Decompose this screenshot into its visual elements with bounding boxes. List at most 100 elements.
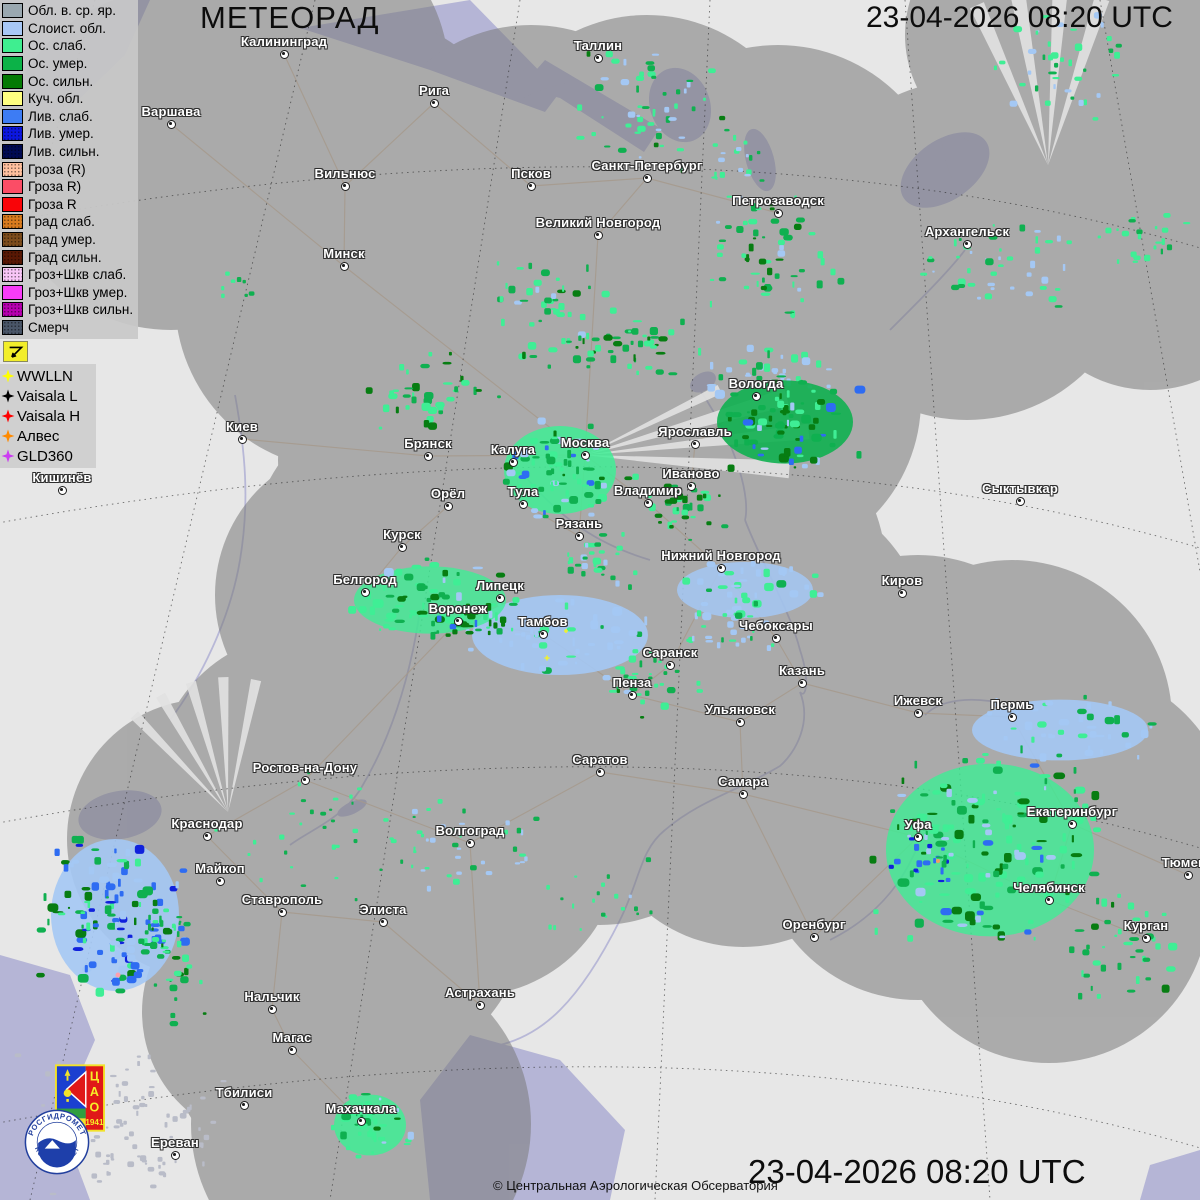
precip-echo <box>671 520 678 523</box>
precip-echo <box>126 975 137 984</box>
precip-echo <box>985 873 991 878</box>
precip-echo <box>361 1111 367 1114</box>
city-marker-icon <box>1183 870 1193 880</box>
precip-echo <box>557 289 566 294</box>
precip-echo <box>747 615 754 618</box>
precip-echo <box>774 396 780 402</box>
precip-echo <box>941 860 947 868</box>
precip-echo <box>576 135 585 140</box>
precip-echo <box>1013 705 1019 714</box>
precip-echo <box>641 106 650 109</box>
city-label: Ереван <box>151 1135 199 1150</box>
precip-echo <box>722 613 728 617</box>
precip-echo <box>586 459 590 462</box>
precip-echo <box>767 350 770 359</box>
precip-echo <box>150 1069 156 1073</box>
precip-echo <box>637 116 644 123</box>
precip-echo <box>220 1079 227 1083</box>
precip-echo <box>940 907 953 916</box>
precip-echo <box>820 257 825 266</box>
precip-echo <box>1114 934 1118 937</box>
legend-color-chip <box>2 179 23 195</box>
precip-echo <box>540 269 550 277</box>
precip-echo <box>674 492 684 500</box>
precip-echo <box>411 564 422 569</box>
lightning-cross-icon <box>1 389 15 403</box>
precip-echo <box>632 649 639 654</box>
precip-echo <box>1050 52 1059 59</box>
precip-echo <box>744 173 751 177</box>
precip-echo <box>446 396 455 402</box>
precip-echo <box>951 906 963 915</box>
precip-echo <box>610 355 617 364</box>
precip-echo <box>996 808 1002 811</box>
precip-area-tambov-strat <box>472 595 648 675</box>
precip-echo <box>568 557 574 564</box>
city-marker-icon <box>170 1150 180 1160</box>
precip-echo <box>914 918 924 928</box>
legend-row: Ос. умер. <box>2 55 138 73</box>
precip-echo <box>436 832 440 836</box>
precip-echo <box>1014 849 1020 856</box>
precip-echo <box>134 858 141 867</box>
precip-echo <box>364 577 370 585</box>
precip-echo <box>144 1162 148 1165</box>
precip-echo <box>512 846 518 852</box>
precip-echo <box>681 515 690 520</box>
precip-echo <box>389 390 394 396</box>
legend-row: Слоист. обл. <box>2 20 138 38</box>
precip-echo <box>132 1144 138 1150</box>
precip-echo <box>648 650 652 658</box>
precip-echo <box>1154 225 1158 230</box>
precip-echo <box>770 643 775 647</box>
precip-echo <box>445 607 455 611</box>
city-marker-icon <box>215 876 225 886</box>
precip-echo <box>976 296 982 300</box>
city-marker-icon <box>643 498 653 508</box>
precip-echo <box>131 900 139 908</box>
special-marks-layer <box>115 619 940 978</box>
precip-echo <box>746 254 750 263</box>
precip-echo <box>1155 925 1163 930</box>
legend-label: Ос. слаб. <box>28 38 87 54</box>
precip-echo <box>1044 100 1051 106</box>
precip-echo <box>110 1158 115 1161</box>
precip-echo <box>1017 812 1024 815</box>
precip-echo <box>549 438 560 444</box>
legend-label: Град умер. <box>28 232 96 248</box>
precip-echo <box>127 1161 135 1168</box>
precip-echo <box>411 808 418 815</box>
city-label: Майкоп <box>195 861 245 876</box>
precip-echo <box>777 239 785 246</box>
precip-echo <box>743 140 748 145</box>
precip-echo <box>779 409 791 414</box>
precip-echo <box>655 351 666 355</box>
precip-echo <box>577 104 583 111</box>
precip-echo <box>516 267 524 270</box>
precip-echo <box>512 451 519 460</box>
precip-echo <box>594 481 601 490</box>
precip-echo <box>133 878 143 883</box>
precip-echo <box>856 450 862 459</box>
precip-echo <box>424 867 430 870</box>
precip-echo <box>442 577 446 583</box>
precip-echo <box>461 622 470 628</box>
precip-echo <box>488 610 493 619</box>
precip-echo <box>475 628 482 632</box>
precip-echo <box>176 931 180 937</box>
precip-echo <box>1093 12 1102 19</box>
legend-label: Гроз+Шкв сильн. <box>28 302 134 318</box>
city-marker-icon <box>690 439 700 449</box>
precip-echo <box>1137 754 1140 760</box>
precip-echo <box>105 1154 111 1158</box>
precip-echo <box>1054 305 1063 308</box>
city-label: Курган <box>1123 918 1169 933</box>
city-label: Ростов-на-Дону <box>252 760 358 775</box>
city-label: Тула <box>507 484 539 499</box>
precip-echo <box>978 872 987 882</box>
precip-echo <box>1161 238 1165 245</box>
precip-echo <box>175 881 179 889</box>
precip-echo <box>121 1081 129 1086</box>
precip-echo <box>136 1110 139 1116</box>
